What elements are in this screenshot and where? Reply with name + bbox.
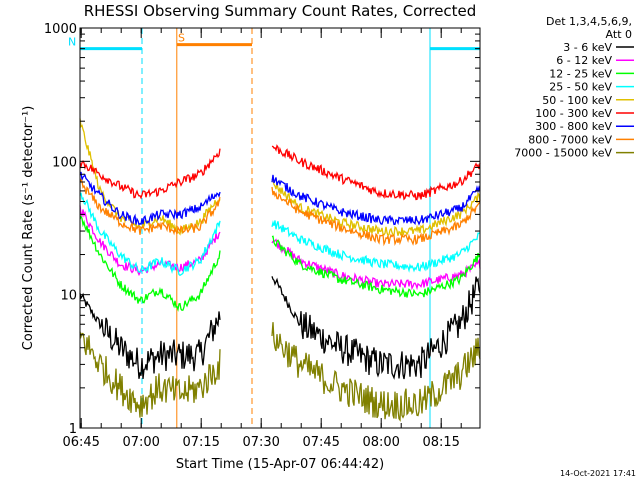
legend-header-line-2: Att 0 <box>606 28 632 41</box>
chart-title: RHESSI Observing Summary Count Rates, Co… <box>84 2 477 20</box>
x-tick-label-0: 06:45 <box>62 435 99 450</box>
series-line-5-seg-0 <box>79 148 221 200</box>
y-tick-label-3: 1000 <box>44 22 77 37</box>
series-line-2-seg-1 <box>271 235 481 298</box>
legend-entry-8: 7000 - 15000 keV <box>514 147 612 160</box>
series-line-8-seg-1 <box>271 322 481 422</box>
timestamp: 14-Oct-2021 17:41 <box>560 469 636 478</box>
x-tick-label-2: 07:15 <box>182 435 219 450</box>
series-line-1-seg-1 <box>271 238 481 291</box>
interval-label-s: S <box>178 32 185 45</box>
legend-entry-2: 12 - 25 keV <box>549 67 612 80</box>
x-tick-label-1: 07:00 <box>122 435 159 450</box>
series-line-7-seg-0 <box>79 178 221 236</box>
series-line-6-seg-1 <box>271 174 481 226</box>
y-tick-label-1: 10 <box>60 289 77 304</box>
legend-entry-1: 6 - 12 keV <box>556 54 612 67</box>
y-axis-label: Corrected Count Rate (s⁻¹ detector⁻¹) <box>21 106 36 351</box>
x-axis-label: Start Time (15-Apr-07 06:44:42) <box>176 457 384 472</box>
series-line-0-seg-1 <box>271 276 481 380</box>
y-tick-label-2: 100 <box>52 155 77 170</box>
y-tick-label-0: 1 <box>69 422 77 437</box>
series-line-2-seg-0 <box>79 215 221 312</box>
series-line-3-seg-0 <box>79 192 221 277</box>
legend-entry-0: 3 - 6 keV <box>563 41 612 54</box>
legend-entry-3: 25 - 50 keV <box>549 81 612 94</box>
legend-entry-6: 300 - 800 keV <box>535 120 612 133</box>
interval-label-n: N <box>68 36 76 49</box>
series-line-8-seg-0 <box>79 331 221 418</box>
legend-entry-4: 50 - 100 keV <box>542 94 612 107</box>
x-tick-label-5: 08:00 <box>362 435 399 450</box>
axes: 1 10 100 1000 06:45 07:00 07:15 07:30 07:45 08:00… <box>44 22 481 450</box>
legend-entry-5: 100 - 300 keV <box>535 107 612 120</box>
series-line-3-seg-1 <box>271 220 481 273</box>
series-line-7-seg-1 <box>271 186 481 247</box>
series-line-5-seg-1 <box>271 144 481 201</box>
x-tick-label-6: 08:15 <box>422 435 459 450</box>
plot-frame <box>79 27 481 429</box>
x-tick-label-3: 07:30 <box>242 435 279 450</box>
x-tick-label-4: 07:45 <box>302 435 339 450</box>
series-line-6-seg-0 <box>79 171 221 226</box>
series-line-0-seg-0 <box>79 292 221 379</box>
legend-entry-7: 800 - 7000 keV <box>528 133 612 146</box>
legend-header-line-1: Det 1,3,4,5,6,9, <box>546 15 632 28</box>
